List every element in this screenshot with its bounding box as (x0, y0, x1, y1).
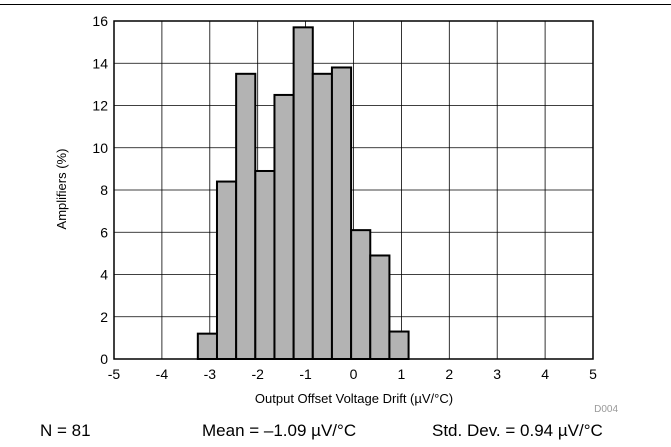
stats-std: Std. Dev. = 0.94 µV/°C (432, 421, 603, 440)
histogram-bar (273, 93, 295, 360)
y-axis-label: Amplifiers (%) (54, 149, 69, 230)
x-tick-label: 3 (493, 366, 501, 382)
histogram-bar (196, 332, 218, 360)
x-axis-label: Output Offset Voltage Drift (µV/°C) (255, 391, 453, 406)
x-tick-label: -2 (251, 366, 264, 382)
y-tick-label: 8 (100, 182, 108, 198)
x-tick-labels: -5 -4 -3 -2 -1 0 1 2 3 4 5 (108, 366, 597, 382)
y-tick-label: 16 (92, 13, 108, 29)
y-tick-labels: 0 2 4 6 8 10 12 14 16 (92, 13, 108, 367)
x-tick-label: -3 (204, 366, 217, 382)
histogram-bar (215, 180, 238, 360)
y-tick-label: 2 (100, 309, 108, 325)
histogram-bar (388, 330, 410, 361)
histogram-bar (330, 66, 353, 360)
y-tick-label: 14 (92, 55, 108, 71)
stats-n: N = 81 (40, 421, 91, 440)
bars (196, 26, 410, 361)
x-tick-label: -1 (299, 366, 312, 382)
histogram-bar (292, 26, 314, 361)
histogram-bar (350, 229, 372, 360)
histogram-bar (369, 254, 391, 360)
y-tick-label: 12 (92, 98, 108, 114)
x-tick-label: 1 (398, 366, 406, 382)
y-tick-label: 6 (100, 224, 108, 240)
x-tick-label: 4 (541, 366, 549, 382)
plot-frame (113, 20, 594, 360)
top-rule (0, 4, 671, 5)
x-tick-label: 5 (589, 366, 597, 382)
stats-mean: Mean = –1.09 µV/°C (202, 421, 357, 440)
x-tick-label: -5 (108, 366, 121, 382)
figure-code: D004 (594, 404, 618, 415)
y-tick-label: 0 (100, 351, 108, 367)
histogram-bar (235, 72, 257, 360)
x-tick-label: -4 (156, 366, 169, 382)
histogram-bar (311, 72, 333, 360)
x-tick-label: 2 (445, 366, 453, 382)
histogram-bar (254, 169, 276, 360)
y-tick-label: 4 (100, 267, 108, 283)
x-tick-label: 0 (350, 366, 358, 382)
y-tick-label: 10 (92, 140, 108, 156)
